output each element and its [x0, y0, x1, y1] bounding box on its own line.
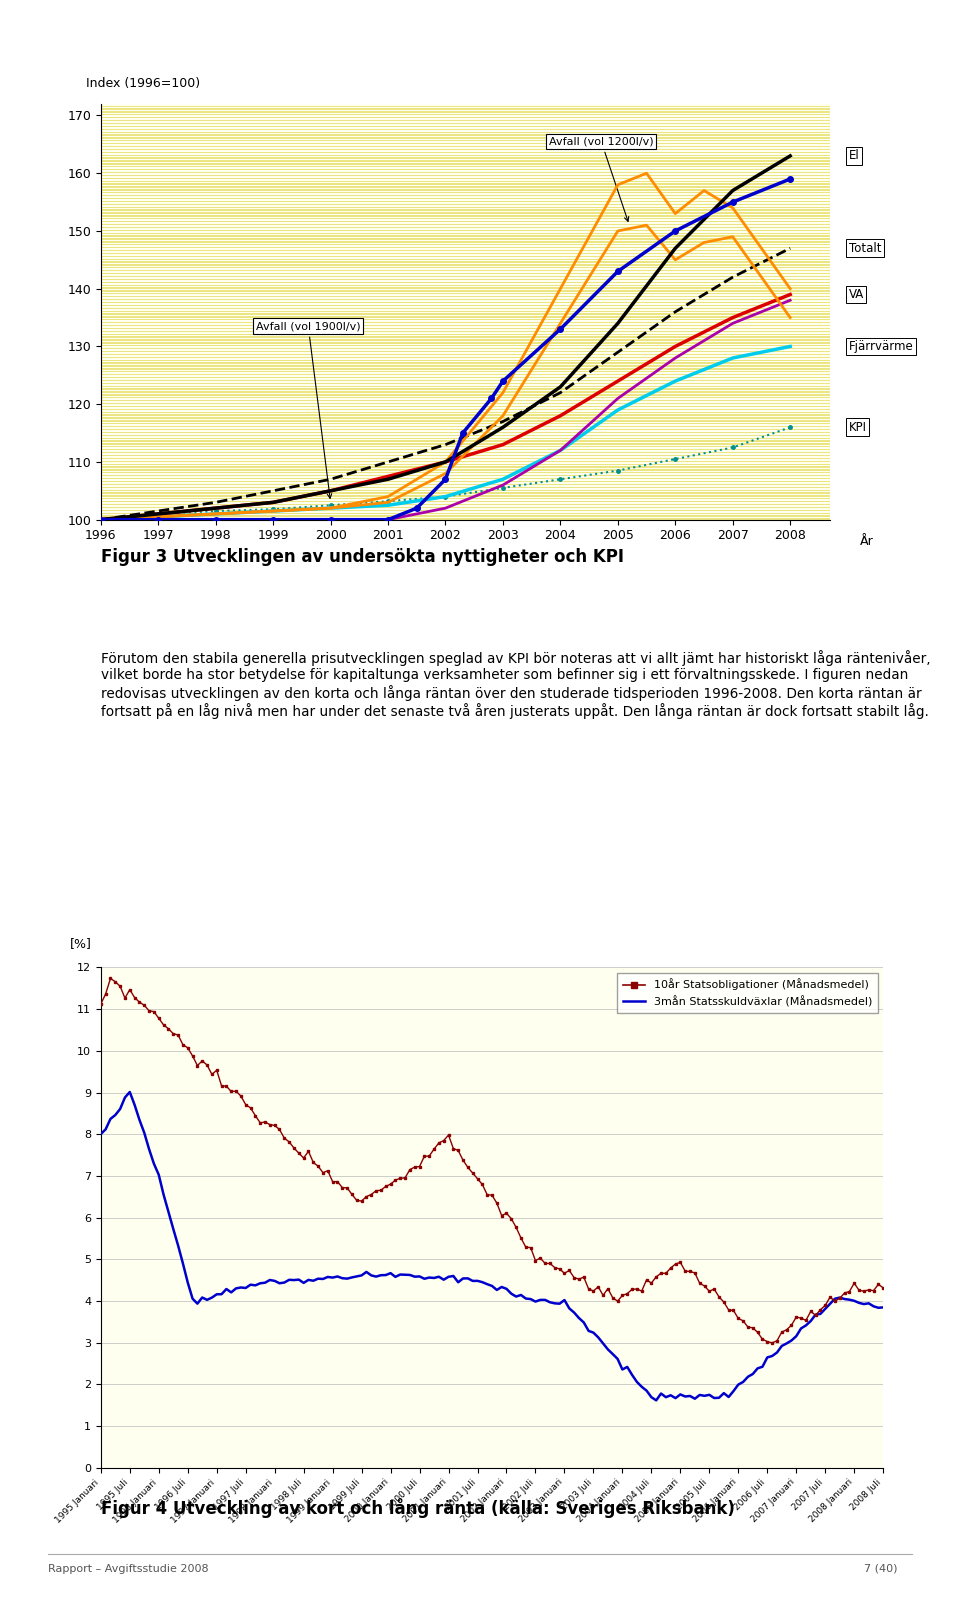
Fjärrvärme — [268, 502, 279, 521]
Fjärrvärme — [497, 470, 509, 489]
El — [95, 510, 107, 529]
Fjärrvärme — [95, 510, 107, 529]
KPI — [784, 417, 796, 437]
VA — [210, 499, 222, 518]
Fjärrvärme — [440, 488, 451, 507]
KPI — [95, 510, 107, 529]
Text: Figur 3 Utvecklingen av undersökta nyttigheter och KPI: Figur 3 Utvecklingen av undersökta nytti… — [101, 548, 624, 566]
El — [784, 146, 796, 165]
Fjärrvärme — [153, 507, 164, 526]
VA — [669, 337, 681, 357]
VA — [612, 371, 624, 390]
KPI — [268, 499, 279, 518]
VA — [95, 510, 107, 529]
VA — [440, 453, 451, 472]
Fjärrvärme — [382, 496, 394, 515]
Totalt — [440, 435, 451, 454]
Totalt — [382, 453, 394, 472]
Text: KPI: KPI — [849, 421, 867, 433]
Line: KPI: KPI — [97, 424, 794, 523]
Line: Fjärrvärme: Fjärrvärme — [101, 347, 790, 520]
KPI — [497, 478, 509, 497]
VA — [727, 309, 738, 328]
Fjärrvärme — [324, 499, 336, 518]
Line: El: El — [101, 155, 790, 520]
El — [440, 453, 451, 472]
Fjärrvärme — [669, 371, 681, 390]
KPI — [612, 461, 624, 480]
El — [669, 238, 681, 257]
El — [612, 313, 624, 333]
Fjärrvärme — [555, 441, 566, 461]
Text: 7 (40): 7 (40) — [864, 1564, 898, 1573]
Fjärrvärme — [612, 400, 624, 419]
Totalt — [555, 384, 566, 403]
Text: Totalt: Totalt — [849, 241, 881, 254]
El — [153, 504, 164, 523]
El — [555, 377, 566, 397]
KPI — [324, 496, 336, 515]
Totalt — [727, 267, 738, 286]
KPI — [153, 504, 164, 523]
Line: VA: VA — [101, 294, 790, 520]
Totalt — [324, 470, 336, 489]
El — [497, 417, 509, 437]
El — [324, 481, 336, 500]
Fjärrvärme — [210, 504, 222, 523]
Text: Fjärrvärme: Fjärrvärme — [849, 341, 913, 353]
El — [382, 470, 394, 489]
El — [268, 492, 279, 512]
VA — [784, 285, 796, 304]
VA — [497, 435, 509, 454]
Totalt — [95, 510, 107, 529]
El — [727, 181, 738, 200]
Line: Totalt: Totalt — [101, 248, 790, 520]
Totalt — [153, 502, 164, 521]
Fjärrvärme — [784, 337, 796, 357]
Totalt — [669, 302, 681, 321]
KPI — [382, 491, 394, 510]
Totalt — [612, 342, 624, 361]
Totalt — [268, 481, 279, 500]
KPI — [727, 438, 738, 457]
KPI — [440, 488, 451, 507]
VA — [153, 504, 164, 523]
Text: År: År — [859, 534, 874, 547]
Text: Förutom den stabila generella prisutvecklingen speglad av KPI bör noteras att vi: Förutom den stabila generella prisutveck… — [101, 651, 930, 720]
KPI — [210, 502, 222, 521]
KPI — [555, 470, 566, 489]
Totalt — [497, 413, 509, 432]
VA — [555, 406, 566, 425]
VA — [324, 481, 336, 500]
Text: VA: VA — [849, 288, 864, 301]
Text: Figur 4 Utveckling av kort och lång ränta (källa: Sveriges Riksbank): Figur 4 Utveckling av kort och lång ränt… — [101, 1498, 734, 1517]
Text: Avfall (vol 1900l/v): Avfall (vol 1900l/v) — [256, 321, 361, 499]
VA — [268, 492, 279, 512]
Text: Index (1996=100): Index (1996=100) — [86, 77, 201, 90]
KPI — [669, 449, 681, 469]
Text: Avfall (vol 1200l/v): Avfall (vol 1200l/v) — [549, 136, 654, 221]
Totalt — [784, 238, 796, 257]
El — [210, 499, 222, 518]
Totalt — [210, 492, 222, 512]
Text: El: El — [849, 149, 859, 163]
Text: [%]: [%] — [69, 937, 91, 950]
Fjärrvärme — [727, 349, 738, 368]
Text: Rapport – Avgiftsstudie 2008: Rapport – Avgiftsstudie 2008 — [48, 1564, 208, 1573]
Legend: 10år Statsobligationer (Månadsmedel), 3mån Statsskuldväxlar (Månadsmedel): 10år Statsobligationer (Månadsmedel), 3m… — [617, 972, 877, 1012]
VA — [382, 467, 394, 486]
